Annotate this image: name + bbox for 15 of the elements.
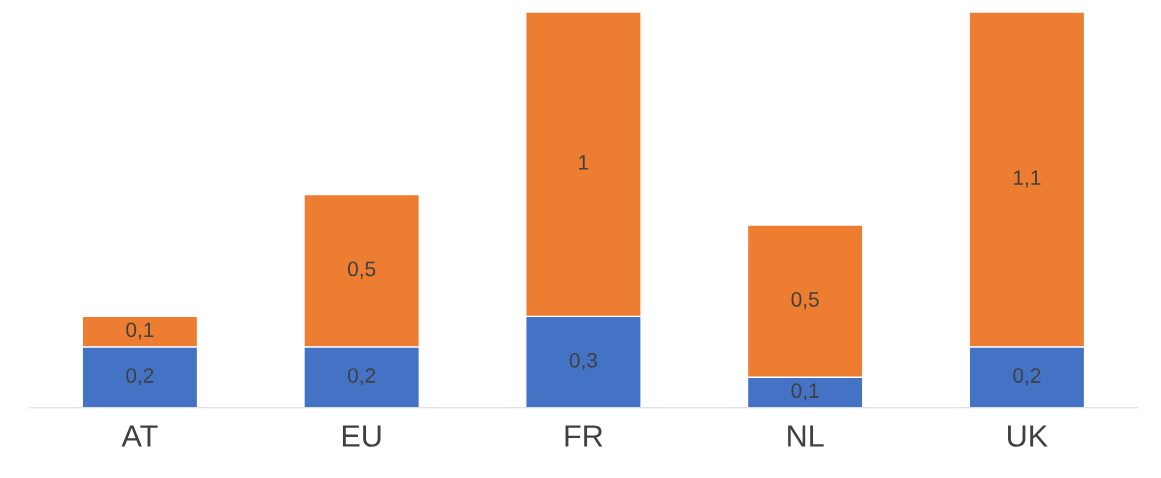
data-label: 1 bbox=[579, 155, 589, 170]
x-tick-label: AT bbox=[121, 425, 158, 447]
data-label: 0,2 bbox=[126, 368, 154, 386]
x-tick-label: UK bbox=[1008, 425, 1048, 447]
data-label: 0,5 bbox=[347, 261, 376, 279]
data-label: 0,5 bbox=[791, 292, 819, 310]
data-label: 0,1 bbox=[126, 322, 154, 340]
data-label: 0,2 bbox=[347, 368, 376, 386]
x-tick-label: FR bbox=[565, 425, 603, 447]
x-tick-label: EU bbox=[342, 425, 381, 447]
data-label: 1,1 bbox=[1014, 170, 1041, 188]
data-label: 0,2 bbox=[1013, 368, 1041, 386]
data-label: 0,1 bbox=[791, 383, 819, 401]
x-tick-label: NL bbox=[788, 425, 824, 447]
data-label: 0,3 bbox=[569, 352, 597, 371]
